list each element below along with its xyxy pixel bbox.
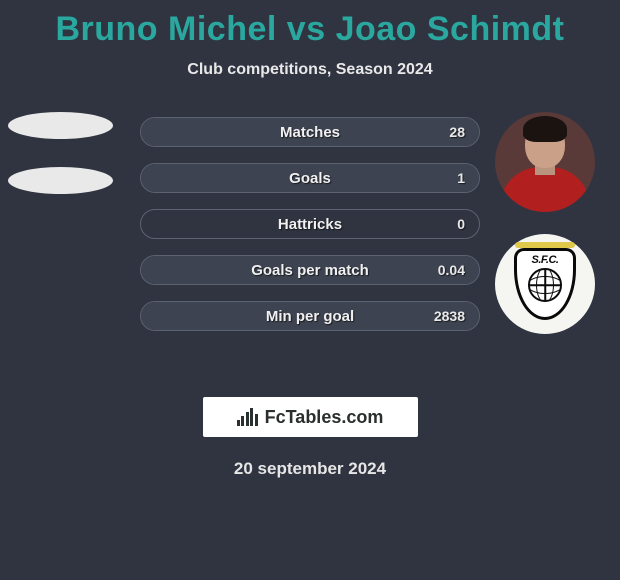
content-area: S.F.C. Matches28 Goals1 Hattricks0 Goals pe…: [0, 117, 620, 377]
stat-label: Hattricks: [141, 210, 479, 238]
stat-value-right: 0.04: [438, 256, 465, 284]
player2-club-badge: S.F.C.: [495, 234, 595, 334]
player1-name: Bruno Michel: [55, 10, 276, 48]
stat-row: Goals1: [140, 163, 480, 193]
stat-label: Matches: [141, 118, 479, 146]
stat-row: Goals per match0.04: [140, 255, 480, 285]
stat-value-right: 0: [457, 210, 465, 238]
right-player-column: S.F.C.: [490, 112, 600, 334]
player2-photo: [495, 112, 595, 212]
player2-name: Joao Schimdt: [336, 10, 565, 48]
vs-text: vs: [287, 10, 326, 48]
placeholder-photo: [8, 112, 113, 139]
stat-row: Matches28: [140, 117, 480, 147]
club-initials: S.F.C.: [532, 254, 559, 266]
branding-chart-icon: [237, 408, 259, 426]
stat-value-right: 1: [457, 164, 465, 192]
stat-label: Goals per match: [141, 256, 479, 284]
stat-row: Hattricks0: [140, 209, 480, 239]
stat-bars: Matches28 Goals1 Hattricks0 Goals per match…: [140, 117, 480, 347]
stat-label: Goals: [141, 164, 479, 192]
subtitle: Club competitions, Season 2024: [0, 61, 620, 79]
stat-row: Min per goal2838: [140, 301, 480, 331]
left-player-column: [8, 112, 118, 222]
comparison-title: Bruno Michel vs Joao Schimdt: [0, 0, 620, 49]
placeholder-club: [8, 167, 113, 194]
stat-value-right: 2838: [434, 302, 465, 330]
stat-value-right: 28: [449, 118, 465, 146]
branding-badge: FcTables.com: [203, 397, 418, 437]
branding-text: FcTables.com: [265, 407, 384, 428]
date-text: 20 september 2024: [0, 459, 620, 479]
stat-label: Min per goal: [141, 302, 479, 330]
